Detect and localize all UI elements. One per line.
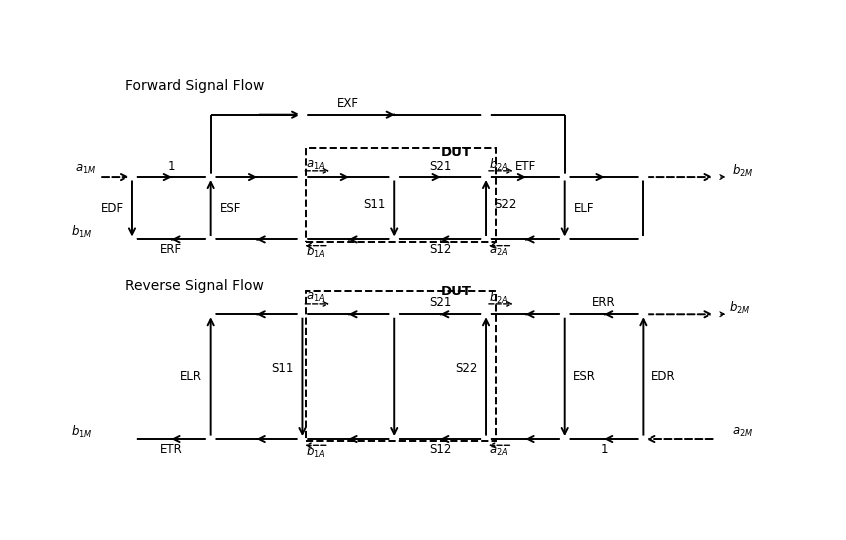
Bar [305,148,496,241]
Text: 1: 1 [601,443,607,456]
Text: $b_{1A}$: $b_{1A}$ [305,244,326,260]
Text: $a_{2A}$: $a_{2A}$ [489,245,508,259]
Circle shape [482,174,490,180]
Circle shape [561,174,569,180]
Text: S11: S11 [364,198,386,211]
Text: $a_{2A}$: $a_{2A}$ [489,445,508,458]
Text: Reverse Signal Flow: Reverse Signal Flow [125,279,264,293]
Text: $b_{2A}$: $b_{2A}$ [489,289,509,306]
Text: DUT: DUT [441,146,472,159]
Text: ELR: ELR [180,370,202,383]
Circle shape [482,237,490,242]
Text: $b_{2M}$: $b_{2M}$ [728,300,750,316]
Circle shape [299,112,306,117]
Text: EDF: EDF [101,202,124,215]
Text: 1: 1 [168,160,175,173]
Text: $a_{2M}$: $a_{2M}$ [732,426,753,440]
Circle shape [640,436,647,442]
Text: EXF: EXF [338,97,360,110]
Circle shape [206,436,215,442]
Text: ELF: ELF [574,202,595,215]
Text: EDR: EDR [651,370,675,383]
Circle shape [482,112,490,117]
Text: S12: S12 [429,244,451,256]
Text: S11: S11 [272,362,294,375]
Text: ESR: ESR [573,370,596,383]
Circle shape [128,237,136,242]
Text: S22: S22 [495,198,517,211]
Circle shape [299,174,306,180]
Circle shape [206,174,215,180]
Text: $b_{1M}$: $b_{1M}$ [71,224,93,240]
Circle shape [640,312,647,317]
Text: $a_{1A}$: $a_{1A}$ [305,159,325,172]
Circle shape [299,436,306,442]
Text: $b_{2A}$: $b_{2A}$ [489,157,509,173]
Circle shape [482,436,490,442]
Text: $b_{1M}$: $b_{1M}$ [71,423,93,440]
Text: $a_{1A}$: $a_{1A}$ [305,291,325,304]
Circle shape [640,237,647,242]
Text: Forward Signal Flow: Forward Signal Flow [125,79,265,93]
Circle shape [390,174,398,180]
Text: ETF: ETF [514,160,536,173]
Text: $b_{2M}$: $b_{2M}$ [732,163,754,179]
Circle shape [390,237,398,242]
Bar [305,292,496,441]
Text: $a_{1M}$: $a_{1M}$ [74,163,96,176]
Circle shape [482,312,490,317]
Circle shape [299,312,306,317]
Circle shape [640,174,647,180]
Text: $b_{1A}$: $b_{1A}$ [305,443,326,460]
Circle shape [711,174,719,180]
Text: ESF: ESF [220,202,241,215]
Circle shape [299,237,306,242]
Text: S22: S22 [455,362,477,375]
Text: ETR: ETR [160,443,183,456]
Text: S21: S21 [429,296,451,309]
Circle shape [561,436,569,442]
Circle shape [711,312,719,317]
Circle shape [561,312,569,317]
Text: DUT: DUT [441,285,472,298]
Circle shape [561,237,569,242]
Circle shape [390,312,398,317]
Circle shape [128,436,136,442]
Text: S12: S12 [429,443,451,456]
Circle shape [390,436,398,442]
Circle shape [206,237,215,242]
Text: ERR: ERR [592,296,616,309]
Circle shape [128,174,136,180]
Text: S21: S21 [429,160,451,173]
Text: ERF: ERF [160,244,183,256]
Circle shape [206,312,215,317]
